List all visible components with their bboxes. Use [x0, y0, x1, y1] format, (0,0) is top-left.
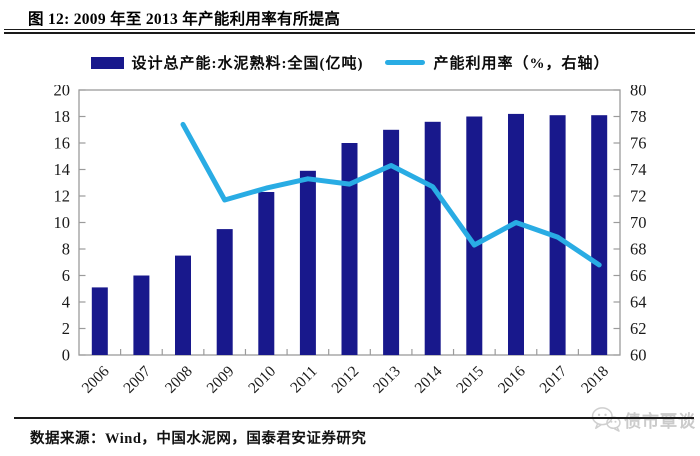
svg-text:14: 14	[54, 160, 71, 179]
svg-text:2016: 2016	[495, 363, 529, 397]
watermark: 债市覃谈	[591, 406, 696, 432]
chart-legend: 设计总产能:水泥熟料:全国(亿吨) 产能利用率（%，右轴）	[0, 52, 700, 73]
svg-text:78: 78	[630, 107, 647, 126]
svg-text:2010: 2010	[245, 363, 279, 397]
svg-text:2015: 2015	[453, 363, 487, 397]
svg-text:2017: 2017	[536, 363, 570, 397]
watermark-text: 债市覃谈	[624, 411, 696, 431]
figure-title: 图 12: 2009 年至 2013 年产能利用率有所提高	[28, 11, 341, 28]
line-series-swatch-icon	[385, 60, 426, 65]
svg-text:0: 0	[62, 346, 70, 365]
title-divider	[4, 29, 695, 34]
footer-divider	[14, 417, 694, 419]
svg-text:76: 76	[630, 134, 647, 153]
legend-item-utilization: 产能利用率（%，右轴）	[385, 52, 609, 73]
svg-text:80: 80	[630, 85, 647, 100]
svg-text:12: 12	[54, 187, 71, 206]
svg-text:74: 74	[630, 160, 647, 179]
svg-text:2007: 2007	[120, 363, 154, 397]
svg-text:2012: 2012	[328, 363, 362, 397]
legend-label-capacity: 设计总产能:水泥熟料:全国(亿吨)	[131, 56, 364, 72]
svg-text:2: 2	[62, 319, 70, 338]
svg-text:68: 68	[630, 240, 647, 259]
svg-text:10: 10	[54, 213, 71, 232]
bar-series-swatch-icon	[90, 56, 124, 69]
svg-text:72: 72	[630, 187, 647, 206]
svg-text:2014: 2014	[412, 363, 446, 397]
data-source: 数据来源：Wind，中国水泥网，国泰君安证券研究	[30, 431, 367, 447]
svg-text:60: 60	[630, 346, 647, 365]
svg-text:2008: 2008	[162, 363, 196, 397]
svg-text:8: 8	[62, 240, 70, 259]
wechat-icon	[591, 407, 621, 432]
svg-text:2006: 2006	[79, 363, 113, 397]
svg-text:64: 64	[630, 293, 647, 312]
svg-text:20: 20	[54, 85, 71, 100]
svg-text:70: 70	[630, 213, 647, 232]
legend-item-capacity: 设计总产能:水泥熟料:全国(亿吨)	[90, 52, 364, 73]
svg-text:2011: 2011	[287, 363, 321, 397]
svg-text:6: 6	[62, 266, 70, 285]
svg-text:2013: 2013	[370, 363, 404, 397]
svg-text:2009: 2009	[204, 363, 238, 397]
svg-text:4: 4	[62, 293, 70, 312]
svg-text:2018: 2018	[578, 363, 612, 397]
svg-text:18: 18	[54, 107, 71, 126]
svg-text:62: 62	[630, 319, 647, 338]
svg-text:66: 66	[630, 266, 647, 285]
chart-canvas: 0246810121416182060626466687072747678802…	[54, 85, 647, 397]
legend-label-utilization: 产能利用率（%，右轴）	[433, 56, 610, 72]
svg-text:16: 16	[54, 134, 71, 153]
